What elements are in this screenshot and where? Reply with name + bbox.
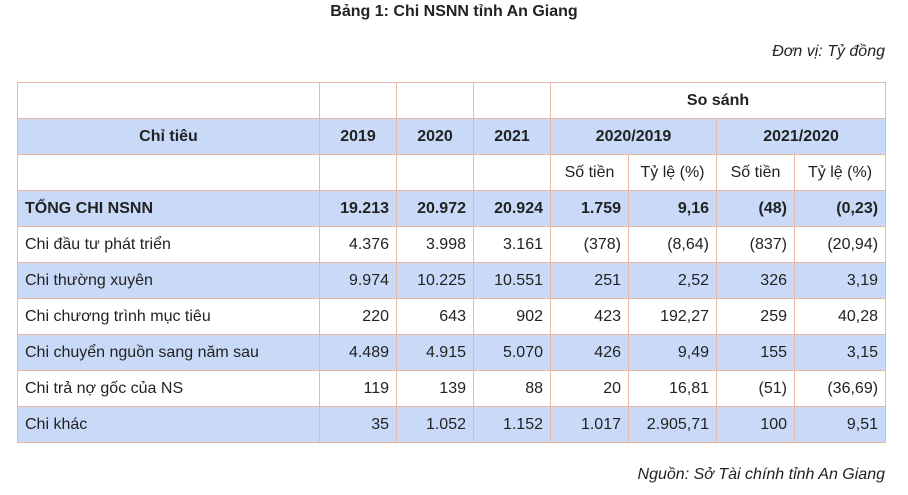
table-row-total: TỔNG CHI NSNN 19.213 20.972 20.924 1.759… [17,190,887,227]
header-empty-cell [17,82,320,119]
cell-ratio-1: 9,49 [628,334,717,371]
cell-2020: 139 [396,370,474,407]
cell-ratio-2: 3,19 [793,262,887,299]
table-row: Chi thường xuyên 9.974 10.225 10.551 251… [17,262,887,299]
cell-2021: 5.070 [473,334,551,371]
row-label: Chi trả nợ gốc của NS [17,370,320,407]
cell-ratio-2: 9,51 [793,406,887,443]
header-period-2020-2019: 2020/2019 [550,118,717,155]
header-empty-cell [473,82,551,119]
cell-ratio-2: 3,15 [793,334,887,371]
cell-amount-2: 100 [716,406,795,443]
cell-amount-1: 1.759 [550,190,629,227]
cell-2019: 9.974 [319,262,397,299]
row-label: Chi khác [17,406,320,443]
cell-amount-2: 259 [716,298,795,335]
header-amount-1: Số tiền [550,154,629,191]
cell-amount-2: (48) [716,190,795,227]
header-compare: So sánh [549,82,887,119]
cell-ratio-2: (36,69) [793,370,887,407]
cell-2021: 20.924 [473,190,551,227]
header-empty-cell [396,154,474,191]
cell-amount-1: 20 [550,370,629,407]
header-amount-2: Số tiền [716,154,795,191]
cell-2019: 119 [319,370,397,407]
header-empty-cell [319,154,397,191]
table-row: Chi chương trình mục tiêu 220 643 902 42… [17,298,887,335]
cell-2021: 1.152 [473,406,551,443]
cell-2020: 20.972 [396,190,474,227]
source-note: Nguồn: Sở Tài chính tỉnh An Giang [637,466,885,483]
cell-2019: 35 [319,406,397,443]
cell-2020: 1.052 [396,406,474,443]
cell-amount-2: 326 [716,262,795,299]
cell-2021: 88 [473,370,551,407]
cell-amount-1: 251 [550,262,629,299]
cell-amount-2: (51) [716,370,795,407]
budget-table: So sánh Chỉ tiêu 2019 2020 2021 2020/201… [17,82,887,443]
cell-2021: 902 [473,298,551,335]
header-row-compare: So sánh [17,82,887,119]
cell-2019: 4.489 [319,334,397,371]
cell-ratio-2: (0,23) [793,190,887,227]
cell-2019: 4.376 [319,226,397,263]
table-title: Bảng 1: Chi NSNN tỉnh An Giang [330,3,578,20]
cell-2019: 220 [319,298,397,335]
unit-note: Đơn vị: Tỷ đồng [772,43,885,60]
cell-amount-2: 155 [716,334,795,371]
cell-2020: 643 [396,298,474,335]
header-ratio-2: Tỷ lệ (%) [793,154,887,191]
cell-amount-1: 426 [550,334,629,371]
header-year-2021: 2021 [473,118,551,155]
cell-amount-1: 1.017 [550,406,629,443]
row-label: Chi chuyển nguồn sang năm sau [17,334,320,371]
row-label: Chi chương trình mục tiêu [17,298,320,335]
header-year-2019: 2019 [319,118,397,155]
cell-ratio-2: (20,94) [793,226,887,263]
cell-amount-2: (837) [716,226,795,263]
cell-2020: 4.915 [396,334,474,371]
cell-ratio-1: 2,52 [628,262,717,299]
cell-amount-1: 423 [550,298,629,335]
cell-ratio-1: 9,16 [628,190,717,227]
cell-ratio-1: 2.905,71 [628,406,717,443]
header-empty-cell [17,154,320,191]
header-ratio-1: Tỷ lệ (%) [628,154,717,191]
cell-2019: 19.213 [319,190,397,227]
header-empty-cell [319,82,397,119]
header-row-subcolumns: Số tiền Tỷ lệ (%) Số tiền Tỷ lệ (%) [17,154,887,191]
cell-2020: 3.998 [396,226,474,263]
cell-ratio-1: (8,64) [628,226,717,263]
header-empty-cell [473,154,551,191]
header-period-2021-2020: 2021/2020 [715,118,887,155]
header-empty-cell [396,82,474,119]
cell-2020: 10.225 [396,262,474,299]
row-label: TỔNG CHI NSNN [17,190,320,227]
header-year-2020: 2020 [396,118,474,155]
cell-ratio-2: 40,28 [793,298,887,335]
header-row-years: Chỉ tiêu 2019 2020 2021 2020/2019 2021/2… [17,118,887,155]
cell-amount-1: (378) [550,226,629,263]
cell-2021: 3.161 [473,226,551,263]
cell-2021: 10.551 [473,262,551,299]
header-indicator: Chỉ tiêu [17,118,320,155]
row-label: Chi đầu tư phát triển [17,226,320,263]
cell-ratio-1: 16,81 [628,370,717,407]
table-row: Chi chuyển nguồn sang năm sau 4.489 4.91… [17,334,887,371]
row-label: Chi thường xuyên [17,262,320,299]
table-row: Chi khác 35 1.052 1.152 1.017 2.905,71 1… [17,406,887,443]
table-row: Chi trả nợ gốc của NS 119 139 88 20 16,8… [17,370,887,407]
table-row: Chi đầu tư phát triển 4.376 3.998 3.161 … [17,226,887,263]
cell-ratio-1: 192,27 [628,298,717,335]
